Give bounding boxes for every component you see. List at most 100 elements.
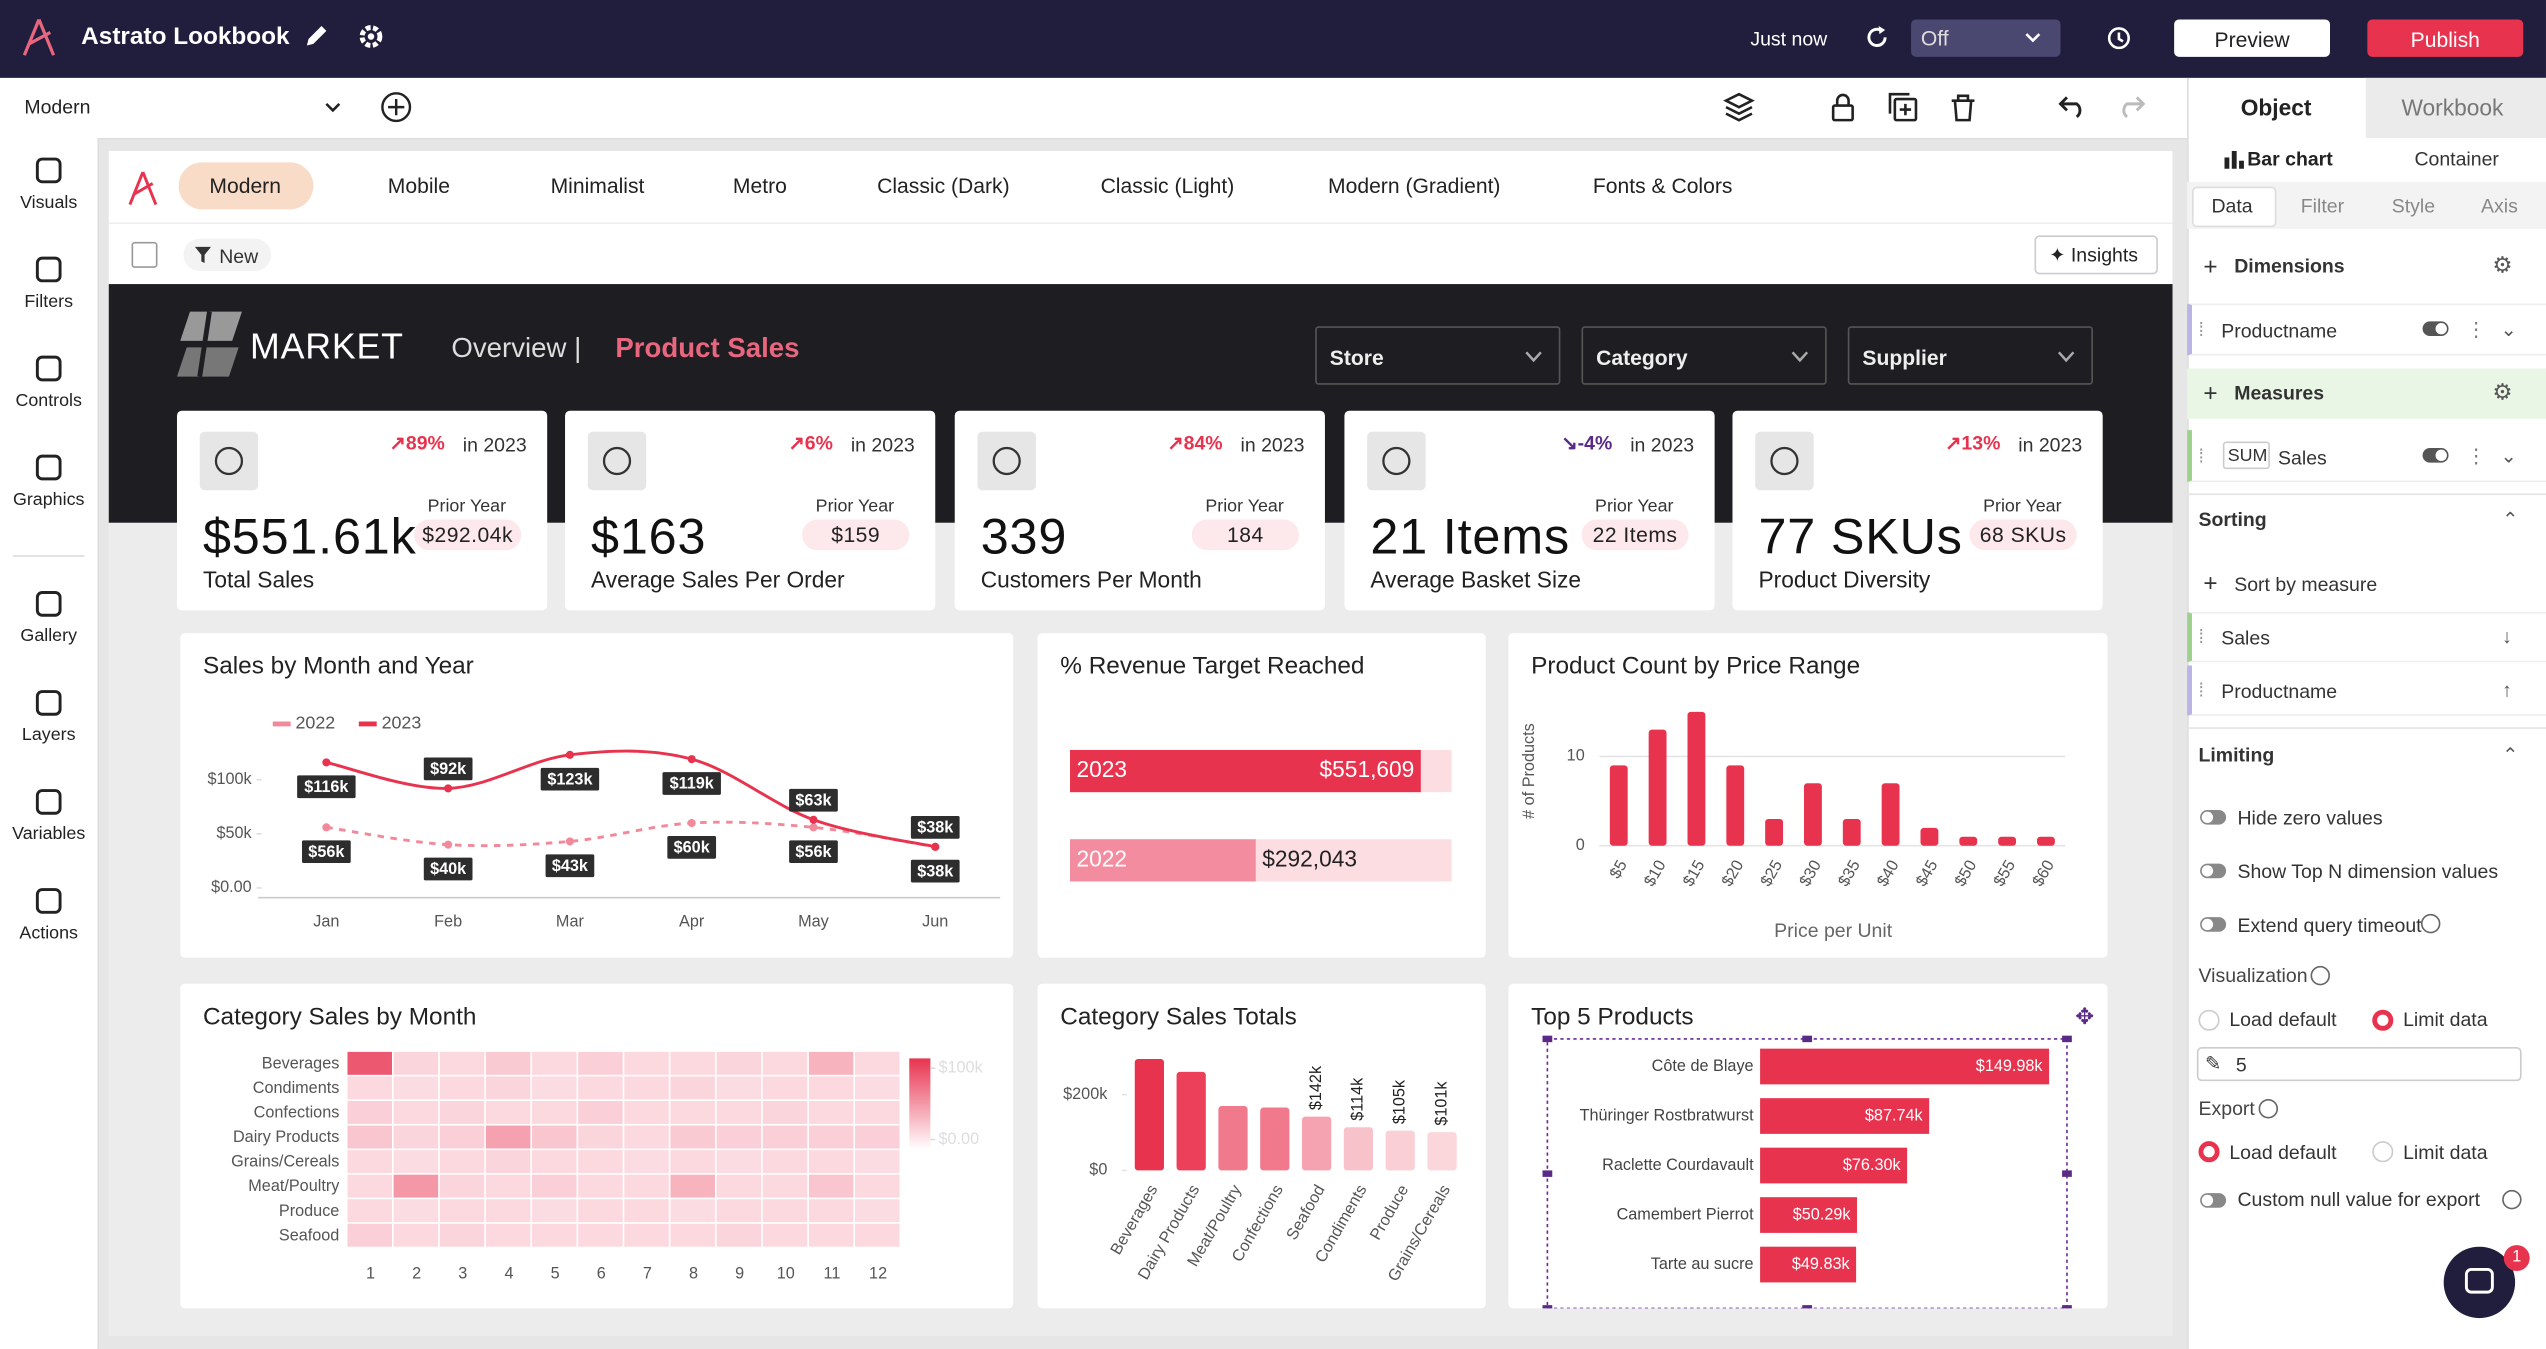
resize-handle[interactable] — [2062, 1035, 2072, 1043]
sub-tab[interactable]: Data — [2211, 194, 2253, 218]
sidebar-item[interactable]: Actions — [0, 885, 97, 966]
measure-item[interactable] — [2187, 430, 2546, 483]
menu[interactable]: ⋮ — [2466, 318, 2486, 341]
dimension-item[interactable] — [2187, 303, 2546, 356]
menu[interactable]: ⋮ — [2466, 444, 2486, 468]
sidebar-item[interactable]: Layers — [0, 687, 97, 768]
duplicate-icon[interactable] — [1887, 91, 1919, 123]
preview-button[interactable]: Preview — [2174, 19, 2331, 57]
sub-tab[interactable]: Axis — [2481, 194, 2518, 218]
collapse[interactable]: ⌃ — [2502, 743, 2519, 767]
toggle-off[interactable] — [2200, 917, 2227, 932]
kpi-period: in 2023 — [462, 433, 527, 457]
heat-cell — [808, 1125, 854, 1149]
sidebar-item[interactable]: Gallery — [0, 588, 97, 669]
toggle-on[interactable] — [2422, 448, 2449, 463]
publish-button[interactable]: Publish — [2367, 19, 2524, 57]
divider — [12, 555, 85, 557]
lock-icon[interactable] — [1828, 91, 1857, 123]
theme-tab[interactable]: Mobile — [387, 173, 450, 199]
new-filter[interactable]: New — [183, 238, 272, 272]
theme-tab[interactable]: Fonts & Colors — [1592, 173, 1733, 199]
theme-tab[interactable]: Modern (Gradient) — [1328, 173, 1501, 199]
refresh-icon[interactable] — [1864, 24, 1890, 50]
redo-icon[interactable] — [2116, 93, 2148, 119]
data-label-bg — [545, 854, 595, 878]
object-tab[interactable]: Container — [2414, 147, 2499, 171]
move-handle[interactable]: ✥ — [2075, 1003, 2094, 1029]
sidebar-item[interactable]: Variables — [0, 786, 97, 867]
aggregation-box[interactable] — [2222, 441, 2270, 470]
chart-card[interactable]: Côte de Blaye $149.98k Thüringer Rostbratw… — [1508, 983, 2108, 1309]
theme-tab[interactable]: Minimalist — [550, 173, 645, 199]
gear[interactable]: ⚙ — [2492, 251, 2513, 278]
toggle-off[interactable] — [2200, 810, 2227, 825]
section-title[interactable]: Limiting — [2198, 743, 2275, 767]
info-icon[interactable] — [2420, 913, 2441, 934]
theme-tab[interactable]: Classic (Light) — [1100, 173, 1235, 199]
edit-icon[interactable] — [304, 23, 330, 49]
object-tab[interactable]: Bar chart — [2247, 147, 2333, 171]
bar — [1842, 818, 1861, 846]
resize-handle[interactable] — [1802, 1305, 1813, 1309]
sidebar-item[interactable]: Controls — [0, 352, 97, 433]
collapse[interactable]: ⌃ — [2502, 508, 2519, 531]
refresh-select[interactable]: Off — [1911, 19, 2061, 57]
resize-handle[interactable] — [1802, 1035, 1813, 1043]
resize-handle[interactable] — [1542, 1035, 1553, 1043]
radio[interactable] — [2198, 1009, 2220, 1031]
sidebar-label: Visuals — [20, 193, 78, 213]
expand[interactable]: ⌄ — [2500, 318, 2517, 341]
resize-handle[interactable] — [2062, 1305, 2072, 1309]
section-title[interactable]: Sorting — [2198, 508, 2267, 531]
theme-select[interactable]: Modern — [13, 88, 354, 127]
sort-direction[interactable]: ↓ — [2502, 624, 2512, 648]
info-icon[interactable] — [2502, 1189, 2522, 1210]
section-title[interactable]: Measures — [2234, 381, 2325, 405]
info-icon[interactable] — [2310, 965, 2331, 986]
sidebar-item[interactable]: Visuals — [0, 154, 97, 235]
add-icon[interactable] — [380, 91, 412, 123]
heat-cell — [393, 1223, 439, 1247]
sort-item[interactable] — [2187, 665, 2546, 716]
sub-tab[interactable]: Filter — [2300, 194, 2345, 218]
panel-tab[interactable]: Workbook — [2401, 94, 2504, 121]
limit-input[interactable] — [2196, 1047, 2522, 1082]
info-icon[interactable] — [2258, 1098, 2279, 1119]
theme-tab[interactable]: Modern — [209, 173, 281, 199]
filter-dropdown[interactable]: Supplier — [1847, 326, 2093, 385]
radio[interactable] — [2372, 1141, 2394, 1163]
radio-selected[interactable] — [2372, 1009, 2394, 1031]
toggle-off[interactable] — [2200, 863, 2227, 879]
delete-icon[interactable] — [1947, 91, 1979, 123]
sort-direction[interactable]: ↑ — [2502, 678, 2512, 702]
sidebar-item[interactable]: Graphics — [0, 451, 97, 532]
filter-dropdown[interactable]: Category — [1581, 326, 1827, 385]
radio-selected[interactable] — [2198, 1141, 2220, 1163]
sub-tab[interactable]: Style — [2391, 194, 2436, 218]
insights-button[interactable]: ✦ Insights — [2034, 235, 2158, 275]
theme-tab[interactable]: Metro — [732, 173, 787, 199]
chat-button[interactable] — [2443, 1246, 2516, 1319]
panel-tab[interactable]: Object — [2240, 94, 2312, 121]
filter-dropdown[interactable]: Store — [1315, 326, 1561, 385]
resize-handle[interactable] — [2062, 1170, 2072, 1177]
sidebar-item[interactable]: Filters — [0, 253, 97, 334]
select-icon[interactable] — [131, 241, 158, 268]
expand[interactable]: ⌄ — [2500, 444, 2517, 468]
heat-cell — [439, 1199, 485, 1223]
sort-item[interactable] — [2187, 611, 2546, 663]
layers-icon[interactable] — [1723, 91, 1755, 123]
history-icon[interactable] — [2104, 24, 2132, 52]
sort-add[interactable]: Sort by measure — [2234, 573, 2378, 596]
settings-icon[interactable] — [357, 23, 385, 51]
resize-handle[interactable] — [1542, 1170, 1553, 1177]
section-title[interactable]: Dimensions — [2234, 254, 2345, 278]
resize-handle[interactable] — [1542, 1305, 1553, 1309]
undo-icon[interactable] — [2056, 93, 2088, 119]
toggle-on[interactable] — [2422, 321, 2449, 337]
theme-tab[interactable]: Classic (Dark) — [877, 173, 1010, 199]
data-label-bg — [789, 788, 838, 812]
gear[interactable]: ⚙ — [2492, 378, 2513, 405]
toggle-off[interactable] — [2200, 1193, 2227, 1208]
